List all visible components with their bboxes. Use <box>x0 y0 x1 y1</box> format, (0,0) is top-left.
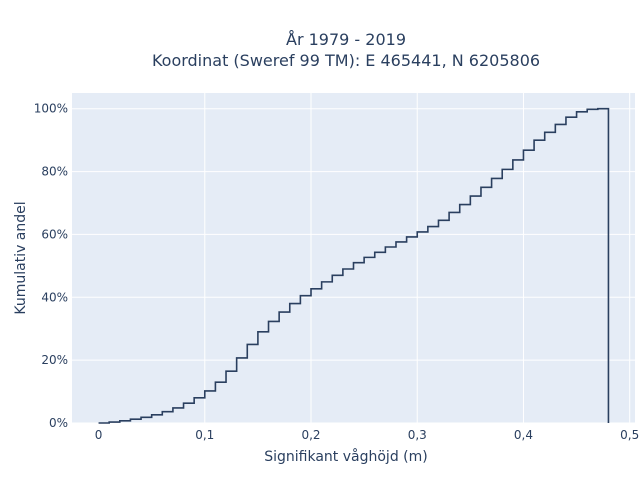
chart-title-line-1: År 1979 - 2019 <box>286 30 406 49</box>
y-tick-label: 0% <box>49 416 68 430</box>
x-tick-label: 0,5 <box>620 428 639 442</box>
y-tick-label: 80% <box>41 165 68 179</box>
y-axis-label: Kumulativ andel <box>13 201 29 314</box>
plot-background <box>72 93 635 423</box>
cumulative-step-line <box>98 107 610 424</box>
y-tick-label: 100% <box>34 102 68 116</box>
x-tick-label: 0,1 <box>195 428 214 442</box>
y-tick-label: 40% <box>41 290 68 304</box>
x-tick-label: 0,4 <box>514 428 533 442</box>
chart-title-line-2: Koordinat (Sweref 99 TM): E 465441, N 62… <box>152 51 540 70</box>
x-axis-ticks: 0 0,1 0,2 0,3 0,4 0,5 <box>95 428 639 442</box>
y-tick-label: 20% <box>41 353 68 367</box>
grid <box>72 93 635 424</box>
x-axis-label: Signifikant våghöjd (m) <box>264 448 427 465</box>
x-tick-label: 0 <box>95 428 103 442</box>
x-tick-label: 0,3 <box>408 428 427 442</box>
y-tick-label: 60% <box>41 227 68 241</box>
x-tick-label: 0,2 <box>301 428 320 442</box>
y-axis-ticks: 0% 20% 40% 60% 80% 100% <box>34 102 68 430</box>
